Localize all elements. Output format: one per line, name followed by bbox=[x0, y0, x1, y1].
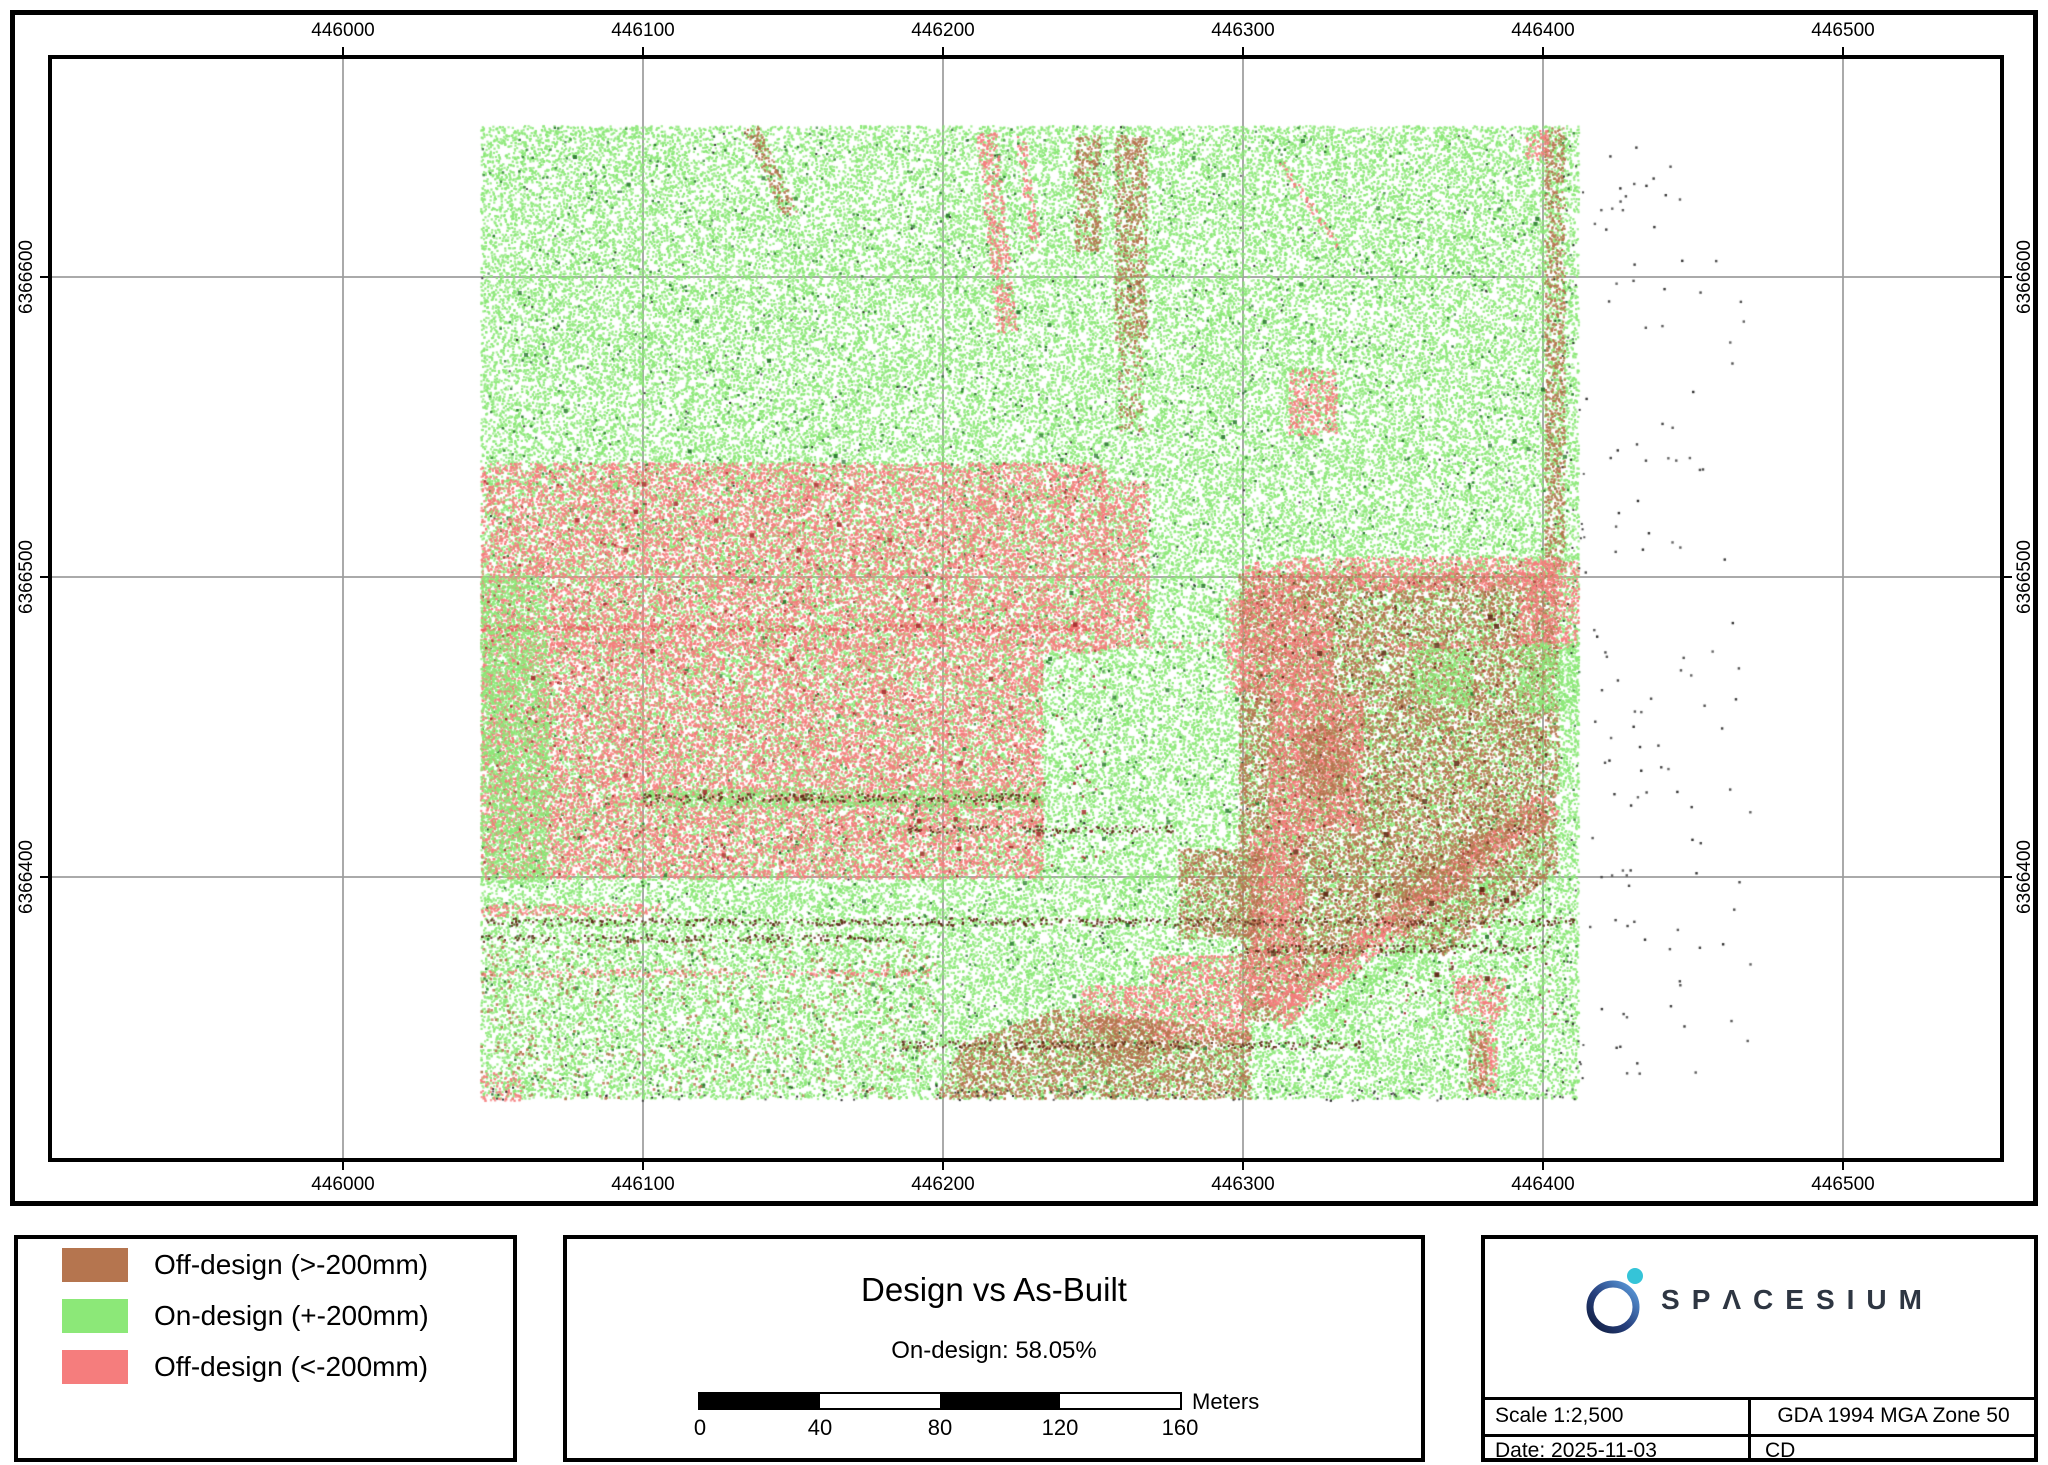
axis-tick bbox=[40, 876, 48, 878]
legend-panel: Off-design (>-200mm) On-design (+-200mm)… bbox=[14, 1235, 517, 1462]
date-text: Date: 2025-11-03 bbox=[1495, 1439, 1657, 1462]
axis-tick bbox=[942, 47, 944, 55]
title-panel: Design vs As-Built On-design: 58.05% 0 4… bbox=[563, 1235, 1425, 1462]
logo-dot-icon bbox=[1627, 1268, 1644, 1284]
scale-bar-segment bbox=[940, 1394, 1060, 1408]
northing-label-right: 6366400 bbox=[2014, 840, 2035, 914]
axis-tick bbox=[2004, 576, 2012, 578]
legend-label: Off-design (<-200mm) bbox=[154, 1351, 429, 1382]
axis-tick bbox=[1542, 47, 1544, 55]
divider bbox=[1485, 1397, 2034, 1400]
axis-tick bbox=[942, 1162, 944, 1170]
axis-tick bbox=[40, 276, 48, 278]
easting-label-bottom: 446300 bbox=[1211, 1174, 1275, 1195]
easting-label-top: 446000 bbox=[311, 20, 375, 41]
info-panel: SPΛCESIUM Scale 1:2,500 GDA 1994 MGA Zon… bbox=[1481, 1235, 2038, 1462]
easting-label-top: 446100 bbox=[611, 20, 675, 41]
northing-label-left: 6366600 bbox=[16, 240, 37, 314]
easting-label-bottom: 446400 bbox=[1511, 1174, 1575, 1195]
scale-bar-unit: Meters bbox=[1192, 1389, 1260, 1414]
axis-tick bbox=[1842, 1162, 1844, 1170]
logo-wordmark: SPΛCESIUM bbox=[1661, 1284, 1934, 1315]
easting-label-top: 446400 bbox=[1511, 20, 1575, 41]
map-outer-border bbox=[10, 10, 2038, 1206]
legend-item: On-design (+-200mm) bbox=[62, 1299, 429, 1333]
axis-tick bbox=[2004, 876, 2012, 878]
spacesium-logo: SPΛCESIUM bbox=[1485, 1265, 2034, 1335]
axis-tick bbox=[40, 576, 48, 578]
scale-bar-segment bbox=[700, 1394, 820, 1408]
scale-bar-tick: 160 bbox=[1161, 1415, 1199, 1440]
divider bbox=[1748, 1397, 1751, 1458]
northing-label-left: 6366500 bbox=[16, 540, 37, 614]
axis-tick bbox=[642, 47, 644, 55]
scale-bar-tick: 0 bbox=[693, 1415, 707, 1440]
easting-label-bottom: 446000 bbox=[311, 1174, 375, 1195]
author-text: CD bbox=[1765, 1439, 1796, 1462]
northing-label-left: 6366400 bbox=[16, 840, 37, 914]
crs-text: GDA 1994 MGA Zone 50 bbox=[1777, 1404, 2010, 1427]
northing-label-right: 6366600 bbox=[2014, 240, 2035, 314]
axis-tick bbox=[1242, 1162, 1244, 1170]
axis-tick bbox=[1542, 1162, 1544, 1170]
easting-label-top: 446500 bbox=[1811, 20, 1875, 41]
easting-label-top: 446300 bbox=[1211, 20, 1275, 41]
map-scale-text: Scale 1:2,500 bbox=[1495, 1404, 1624, 1427]
scale-bar-tick: 80 bbox=[927, 1415, 953, 1440]
logo-orbit-icon bbox=[1586, 1268, 1644, 1334]
legend-swatch-on-design bbox=[62, 1299, 128, 1333]
map-frame bbox=[48, 55, 2004, 1162]
legend-swatch-off-design-low bbox=[62, 1350, 128, 1384]
scale-bar-segment bbox=[820, 1394, 940, 1408]
legend-item: Off-design (<-200mm) bbox=[62, 1350, 428, 1384]
divider bbox=[1485, 1434, 2034, 1437]
legend-label: Off-design (>-200mm) bbox=[154, 1249, 429, 1280]
legend-swatch-off-design-high bbox=[62, 1248, 128, 1282]
northing-label-right: 6366500 bbox=[2014, 540, 2035, 614]
axis-tick bbox=[1842, 47, 1844, 55]
scale-bar bbox=[698, 1392, 1182, 1410]
easting-label-bottom: 446200 bbox=[911, 1174, 975, 1195]
easting-label-top: 446200 bbox=[911, 20, 975, 41]
point-cloud-canvas bbox=[52, 59, 2000, 1158]
scale-bar-tick: 120 bbox=[1041, 1415, 1079, 1440]
on-design-percentage: On-design: 58.05% bbox=[891, 1337, 1097, 1364]
axis-tick bbox=[342, 1162, 344, 1170]
scale-bar-tick: 40 bbox=[807, 1415, 833, 1440]
axis-tick bbox=[2004, 276, 2012, 278]
map-title: Design vs As-Built bbox=[861, 1271, 1127, 1308]
axis-tick bbox=[342, 47, 344, 55]
legend-item: Off-design (>-200mm) bbox=[62, 1248, 428, 1282]
easting-label-bottom: 446500 bbox=[1811, 1174, 1875, 1195]
easting-label-bottom: 446100 bbox=[611, 1174, 675, 1195]
legend-label: On-design (+-200mm) bbox=[154, 1300, 429, 1331]
scale-bar-segment bbox=[1060, 1394, 1180, 1408]
axis-tick bbox=[1242, 47, 1244, 55]
axis-tick bbox=[642, 1162, 644, 1170]
